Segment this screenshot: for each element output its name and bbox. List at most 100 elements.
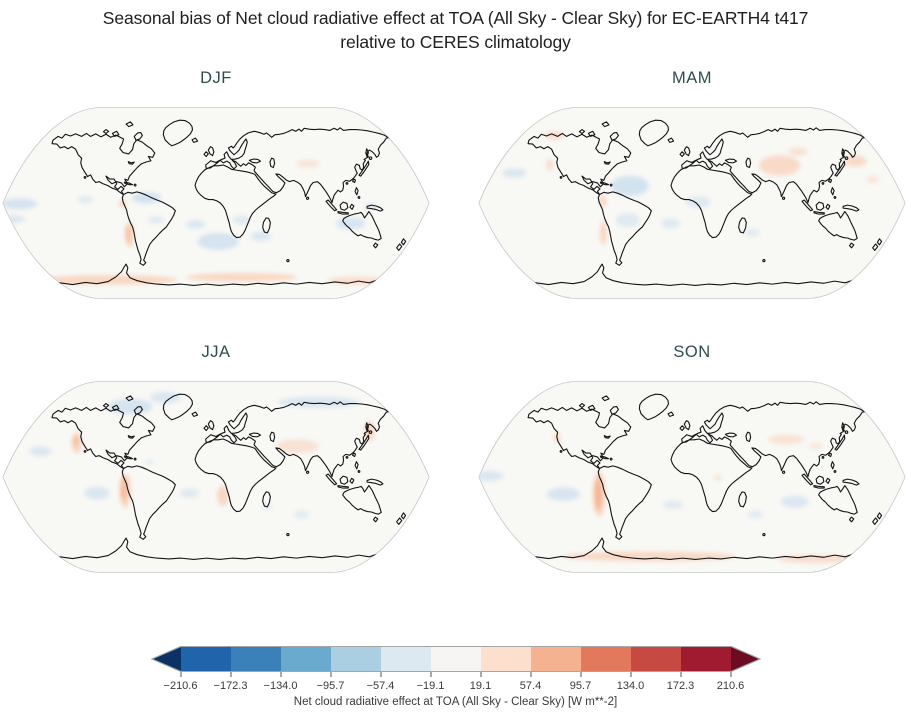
- bias-patch: [662, 500, 684, 509]
- coastline-black-sea: [724, 432, 738, 438]
- bias-patch: [788, 147, 808, 156]
- coastlines: [523, 393, 883, 560]
- island-dot-philippines: [357, 470, 361, 473]
- coastline-north-america: [51, 406, 156, 470]
- bias-patch: [615, 213, 640, 227]
- island-dot-pacific: [559, 449, 563, 453]
- coastline-south-america: [121, 191, 176, 266]
- coastline-caribbean: [123, 181, 134, 186]
- bias-patch: [547, 487, 580, 501]
- coastline-greenland: [638, 119, 670, 147]
- map-outline: [2, 106, 430, 300]
- bias-patch: [336, 217, 366, 230]
- island-dot-kerguelen: [762, 533, 766, 537]
- coastline-nz-tasmania: [848, 238, 883, 251]
- bias-patch: [186, 273, 298, 282]
- bias-patch: [250, 231, 272, 241]
- bias-patches: [502, 131, 879, 245]
- bias-patch: [132, 192, 162, 204]
- coastline-eurasia: [205, 401, 390, 478]
- coastline-caribbean: [123, 455, 134, 460]
- island-dot-sri-lanka: [781, 196, 786, 200]
- coastlines: [47, 119, 407, 286]
- bias-patch: [502, 168, 527, 178]
- maps-grid: DJF: [2, 64, 908, 588]
- figure: Seasonal bias of Net cloud radiative eff…: [2, 8, 908, 708]
- bias-patch: [546, 158, 554, 171]
- coastline-black-sea: [248, 432, 262, 438]
- colorbar-segment: [680, 646, 731, 672]
- colorbar-tick-label: 172.3: [666, 680, 695, 692]
- island-dot-philippines: [833, 196, 837, 199]
- bias-patch: [478, 471, 504, 482]
- colorbar-tick-label: −57.4: [366, 680, 395, 692]
- bias-patch: [594, 477, 602, 511]
- coastline-black-sea: [248, 158, 262, 164]
- bias-patch: [233, 215, 251, 225]
- world-map: [478, 380, 906, 574]
- bias-patch: [293, 510, 310, 519]
- bias-patch: [599, 220, 607, 245]
- figure-title-line2: relative to CERES climatology: [340, 31, 571, 52]
- coastline-madagascar: [262, 217, 271, 234]
- coastline-greenland: [162, 119, 194, 147]
- coastline-australia: [342, 210, 382, 241]
- figure-title-line1: Seasonal bias of Net cloud radiative eff…: [102, 8, 809, 28]
- coastline-antarctica: [523, 537, 861, 560]
- island-dot-hainan: [345, 455, 349, 459]
- coastline-north-america: [51, 132, 156, 196]
- coastline-arctic-islands: [102, 121, 143, 141]
- coastline-indonesia-newguinea: [325, 473, 384, 489]
- bias-patch: [73, 435, 79, 448]
- coastline-antarctica: [47, 263, 385, 286]
- colorbar: −210.6 −172.3 −134.0 −95.7 −57.4 −19.1 19.1 57.…: [150, 646, 761, 708]
- bias-patch: [296, 159, 320, 168]
- bias-patch: [77, 196, 93, 203]
- island-dot-hokkaido: [368, 156, 373, 161]
- coastline-uk-iceland: [191, 411, 215, 432]
- coastline-great-lakes: [127, 161, 135, 165]
- colorbar-tick-label: −134.0: [263, 680, 298, 692]
- bias-patch: [84, 486, 110, 500]
- island-dot-philippines: [833, 470, 837, 473]
- world-map: [2, 380, 430, 574]
- coastline-australia: [342, 484, 382, 515]
- coastline-south-america: [121, 465, 176, 540]
- bias-patch: [661, 218, 681, 229]
- coastline-madagascar: [738, 491, 747, 508]
- coastline-eurasia: [681, 127, 866, 204]
- bias-patch: [866, 176, 879, 183]
- colorbar-segment: [430, 646, 481, 672]
- bias-patch: [563, 551, 735, 562]
- colorbar-segment: [630, 646, 681, 672]
- colorbar-tick-label: −95.7: [316, 680, 345, 692]
- island-dot-hainan: [821, 455, 825, 459]
- island-dot-hispaniola: [133, 457, 137, 461]
- bias-patch: [759, 155, 801, 176]
- coastline-australia: [818, 210, 858, 241]
- coastline-south-america: [597, 191, 652, 266]
- island-dot-pacific: [559, 175, 563, 179]
- colorbar-segment: [530, 646, 581, 672]
- panel-title-jja: JJA: [201, 343, 231, 361]
- colorbar-ticks: −210.6 −172.3 −134.0 −95.7 −57.4 −19.1 19.1 57.…: [151, 680, 761, 695]
- panel-title-djf: DJF: [200, 69, 232, 87]
- bias-patch: [217, 485, 229, 507]
- bias-patch: [125, 224, 130, 244]
- map-panel-djf: DJF: [2, 64, 430, 314]
- island-dot-philippines: [357, 196, 361, 199]
- coastline-eurasia: [205, 127, 390, 204]
- island-dot-hokkaido: [844, 156, 849, 161]
- coastline-nz-tasmania: [848, 512, 883, 525]
- coastline-caribbean: [599, 455, 610, 460]
- bias-patch: [768, 434, 805, 445]
- colorbar-outline: [150, 646, 761, 672]
- coastline-africa: [194, 164, 277, 239]
- colorbar-extend-left: [150, 646, 181, 672]
- bias-patches: [29, 392, 375, 519]
- coastline-indonesia-newguinea: [801, 473, 860, 489]
- island-dot-kerguelen: [286, 533, 290, 537]
- colorbar-segment: [230, 646, 281, 672]
- island-dot-hainan: [821, 181, 825, 185]
- bias-patch: [120, 477, 127, 501]
